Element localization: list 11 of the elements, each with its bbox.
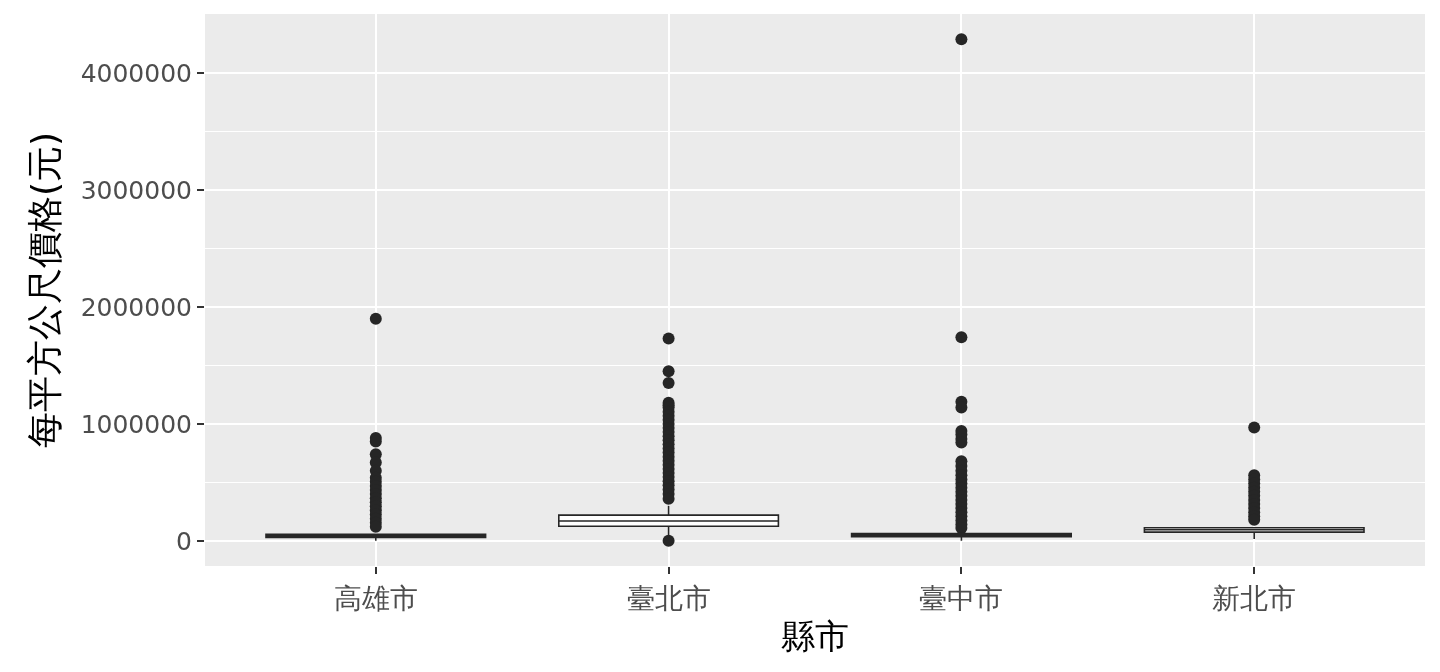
- y-tick-label: 3000000: [80, 175, 192, 205]
- y-tick-label: 4000000: [80, 58, 192, 88]
- x-tick-label: 高雄市: [333, 581, 418, 615]
- x-tick-label: 新北市: [1212, 581, 1297, 615]
- x-axis-title: 縣市: [781, 615, 849, 656]
- y-axis-title: 每平方公尺價格(元): [23, 131, 65, 449]
- x-tick-label: 臺北市: [626, 581, 711, 615]
- x-tick-label: 臺中市: [919, 581, 1004, 615]
- y-tick-label: 0: [176, 526, 192, 556]
- y-tick-label: 1000000: [80, 409, 192, 439]
- y-tick-label: 2000000: [80, 292, 192, 322]
